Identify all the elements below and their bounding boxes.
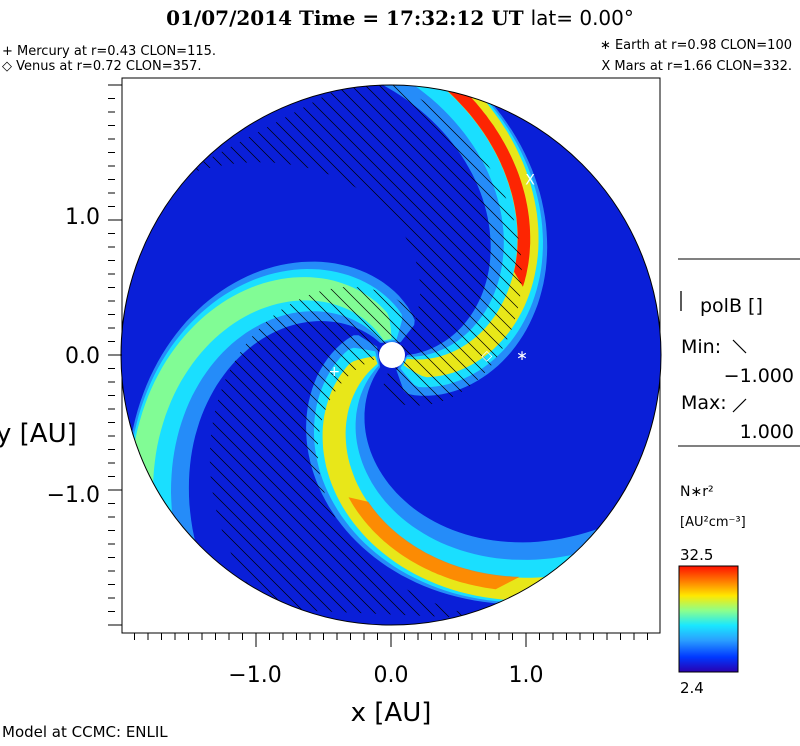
spiral-arm-lower-band-2 bbox=[322, 356, 558, 601]
mercury-marker: + bbox=[328, 364, 340, 380]
min-label: Min: bbox=[681, 336, 722, 358]
y-axis-label: y [AU] bbox=[0, 419, 77, 449]
polarity-hatching bbox=[166, 85, 522, 619]
colorbar-min-label: 2.4 bbox=[680, 679, 704, 697]
mercury-info: + Mercury at r=0.43 CLON=115. bbox=[2, 44, 217, 59]
x-axis-label: x [AU] bbox=[351, 698, 432, 728]
mars-info: X Mars at r=1.66 CLON=332. bbox=[601, 59, 792, 74]
min-slash-icon bbox=[732, 339, 747, 354]
spiral-arm-upper-left-band-2 bbox=[132, 277, 392, 497]
title-lat: lat= 0.00° bbox=[530, 6, 634, 30]
axis-ticks bbox=[108, 84, 648, 647]
y-tick-label: −1.0 bbox=[47, 483, 100, 508]
y-tick-label: 1.0 bbox=[65, 205, 100, 230]
negative-polarity-sector-1 bbox=[166, 85, 522, 406]
planet-markers: + ◇ ∗ X bbox=[328, 173, 535, 381]
sun-inner-boundary bbox=[379, 342, 405, 368]
min-value: −1.000 bbox=[723, 365, 794, 387]
earth-info: ∗ Earth at r=0.98 CLON=100 bbox=[599, 38, 792, 53]
mars-marker: X bbox=[525, 173, 535, 189]
colorbar-max-label: 32.5 bbox=[680, 546, 714, 564]
x-tick-label: −1.0 bbox=[228, 663, 281, 688]
x-tick-label: 1.0 bbox=[509, 663, 544, 688]
colorbar bbox=[678, 565, 739, 673]
negative-polarity-sector-0 bbox=[209, 286, 495, 619]
footer-credit: Model at CCMC: ENLIL bbox=[2, 723, 168, 741]
x-tick-label: 0.0 bbox=[374, 663, 409, 688]
y-tick-label: 0.0 bbox=[65, 344, 100, 369]
venus-marker: ◇ bbox=[481, 348, 492, 364]
max-value: 1.000 bbox=[739, 421, 794, 443]
max-slash-icon bbox=[732, 398, 747, 413]
title-time: Time = 17:32:12 UT bbox=[299, 6, 524, 30]
max-label: Max: bbox=[681, 392, 727, 414]
side-field-name: polB [] bbox=[700, 295, 763, 317]
plot-title: 01/07/2014 Time = 17:32:12 UT lat= 0.00° bbox=[0, 6, 800, 30]
venus-info: ◇ Venus at r=0.72 CLON=357. bbox=[2, 59, 202, 74]
title-date: 01/07/2014 bbox=[166, 6, 293, 30]
earth-marker: ∗ bbox=[516, 348, 528, 364]
solar-wind-density-field bbox=[121, 85, 661, 625]
spiral-arm-lower-peak bbox=[348, 497, 520, 590]
colorbar-units: [AU²cm⁻³] bbox=[680, 515, 746, 530]
colorbar-quantity: N∗r² bbox=[680, 484, 714, 500]
